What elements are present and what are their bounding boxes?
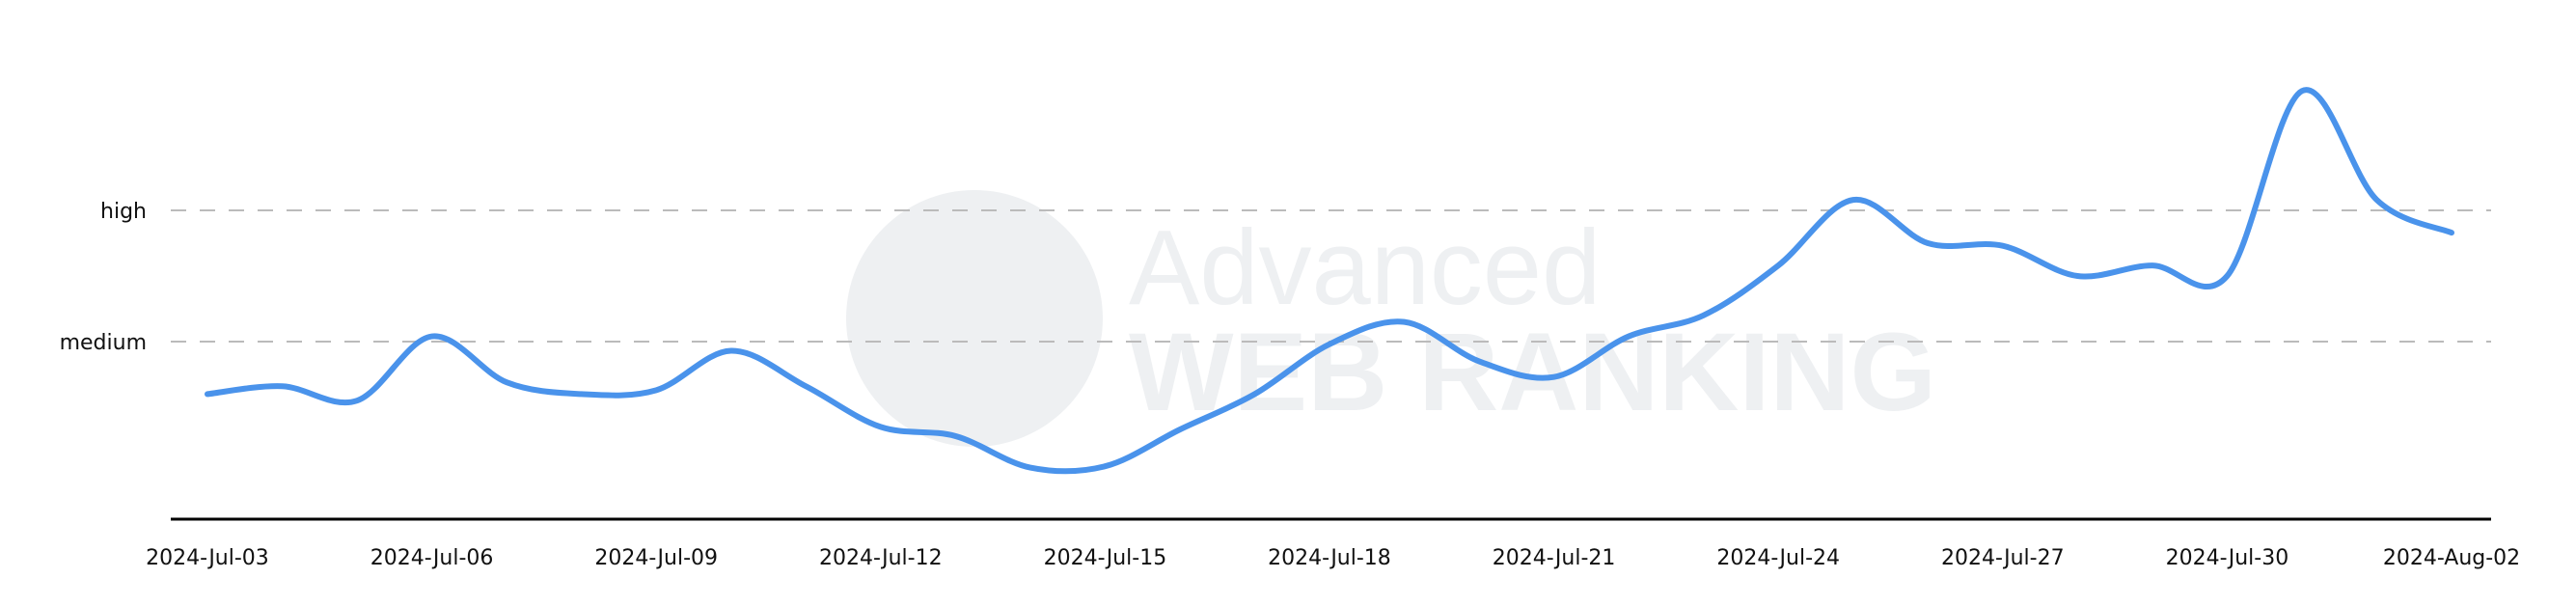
watermark-text-web-ranking: WEB RANKING [1129,311,1936,434]
x-tick-label: 2024-Jul-30 [2166,546,2289,570]
x-tick-label: 2024-Jul-21 [1493,546,1616,570]
y-axis-labels: medium high [60,200,147,355]
series-line [205,87,2454,475]
x-tick-label: 2024-Jul-24 [1716,546,1840,570]
x-tick-label: 2024-Jul-03 [146,546,269,570]
y-tick-label: high [100,200,147,224]
watermark-text-advanced: Advanced [1129,208,1601,327]
x-tick-label: 2024-Jul-27 [1941,546,2065,570]
x-tick-label: 2024-Jul-12 [819,546,943,570]
y-tick-label: medium [60,331,147,355]
x-tick-label: 2024-Aug-02 [2383,546,2520,570]
watermark-globe [846,190,1103,447]
x-tick-label: 2024-Jul-18 [1268,546,1391,570]
watermark-logo: Advanced WEB RANKING [846,190,1936,447]
series-points [206,91,2453,468]
x-tick-label: 2024-Jul-09 [594,546,718,570]
x-tick-label: 2024-Jul-15 [1044,546,1167,570]
x-axis-labels: 2024-Jul-03 2024-Jul-06 2024-Jul-09 2024-Ju… [146,546,2520,570]
x-tick-label: 2024-Jul-06 [370,546,494,570]
